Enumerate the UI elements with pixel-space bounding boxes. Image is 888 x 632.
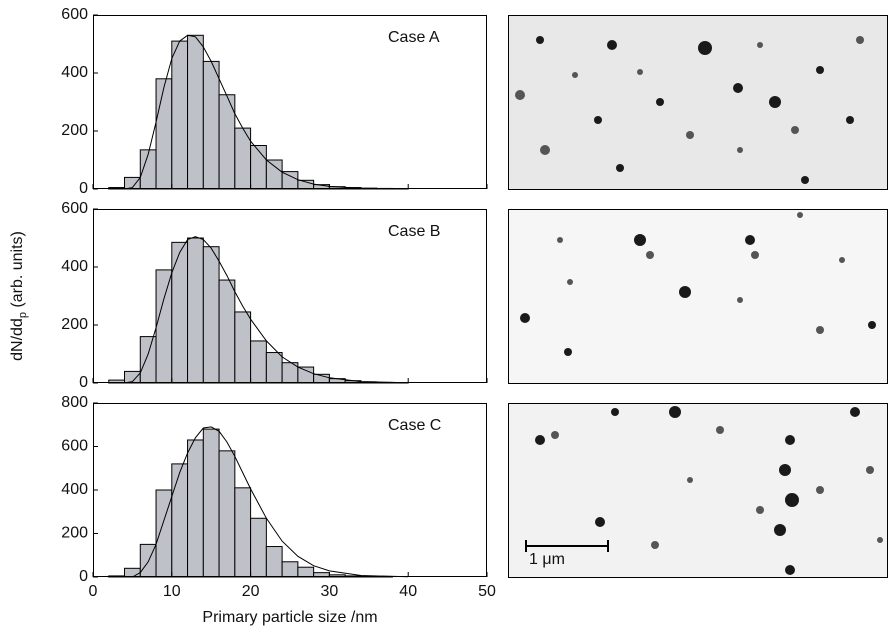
y-tick-label: 0: [79, 374, 88, 391]
x-tick-label: 20: [242, 583, 260, 600]
y-tick-label: 600: [61, 6, 88, 23]
annotation: Case B: [388, 223, 440, 240]
bar: [218, 279, 236, 384]
bar: [250, 517, 267, 578]
y-tick-label: 400: [61, 258, 88, 275]
bar: [234, 487, 252, 578]
bar: [171, 463, 189, 578]
y-axis-label: dN/ddp (arb. units): [9, 231, 29, 361]
bar: [250, 340, 267, 384]
micrograph-a: [508, 15, 888, 190]
bar: [250, 145, 267, 190]
y-tick-label: 200: [61, 316, 88, 333]
bar: [202, 428, 220, 578]
x-tick-label: 0: [89, 583, 98, 600]
bar: [281, 561, 299, 578]
bar: [124, 567, 141, 578]
y-tick-label: 400: [61, 481, 88, 498]
y-axis-label-text: dN/dd: [9, 318, 26, 361]
scale-bar-label: 1 μm: [529, 551, 565, 568]
micrograph-c: 1 μm: [508, 403, 888, 578]
y-tick-label: 200: [61, 525, 88, 542]
bar: [202, 60, 220, 190]
bar: [265, 546, 283, 578]
y-tick-label: 0: [79, 568, 88, 585]
bar: [281, 171, 299, 190]
y-axis-label-suffix: (arb. units): [9, 231, 26, 312]
y-tick-label: 0: [79, 180, 88, 197]
x-tick-label: 50: [478, 583, 496, 600]
bar: [265, 159, 283, 190]
bar: [171, 241, 189, 384]
bar: [171, 40, 189, 190]
bar: [155, 269, 173, 384]
x-tick-label: 30: [321, 583, 339, 600]
bar: [187, 237, 204, 384]
y-tick-label: 600: [61, 438, 88, 455]
annotation: Case C: [388, 417, 441, 434]
annotation: Case A: [388, 29, 440, 46]
y-axis-label-subscript: p: [17, 312, 29, 318]
bar: [297, 366, 315, 384]
y-tick-label: 200: [61, 122, 88, 139]
micrograph-b: [508, 209, 888, 384]
fit-curve: [124, 236, 409, 384]
bar: [202, 246, 220, 384]
bar: [218, 450, 236, 578]
plot-frame: [93, 15, 487, 189]
x-tick-label: 10: [163, 583, 181, 600]
bar: [187, 34, 204, 190]
bar: [187, 439, 204, 578]
plot-frame: [93, 209, 487, 383]
bar: [234, 311, 252, 384]
x-axis-label: Primary particle size /nm: [202, 609, 377, 626]
y-tick-label: 400: [61, 64, 88, 81]
fit-curve: [124, 34, 409, 190]
fit-curve: [132, 426, 409, 578]
bar: [155, 78, 173, 190]
x-tick-label: 40: [399, 583, 417, 600]
y-tick-label: 800: [61, 394, 88, 411]
bar: [265, 352, 283, 384]
bar: [297, 566, 315, 578]
y-tick-label: 600: [61, 200, 88, 217]
bar: [139, 336, 157, 384]
